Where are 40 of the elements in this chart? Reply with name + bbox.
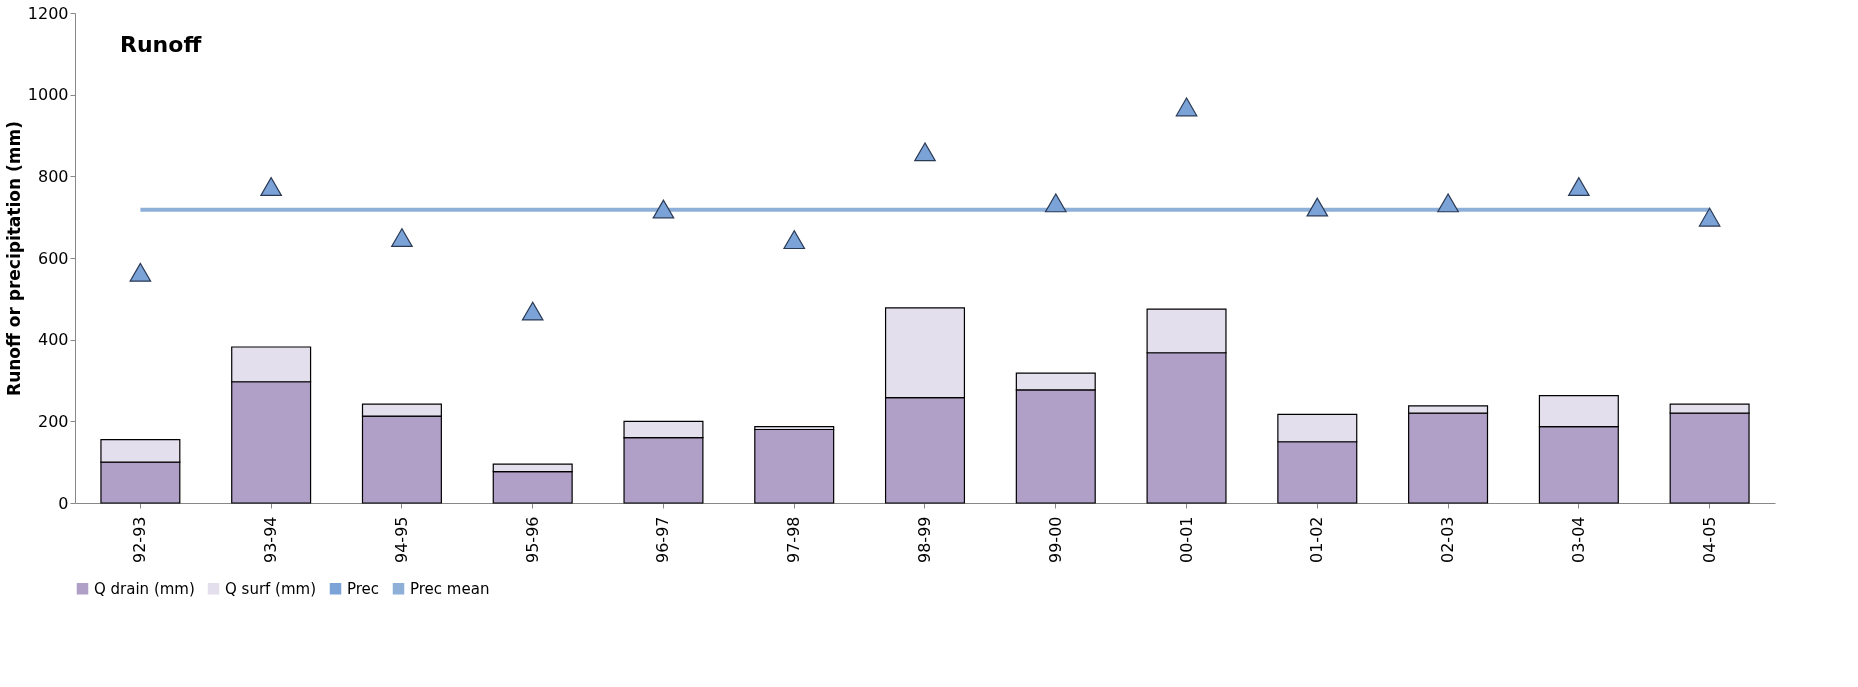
x-tick-label: 04-05 [1699,516,1719,563]
x-tick-label: 00-01 [1176,516,1196,563]
point [521,301,544,321]
legend-label: Prec mean [410,579,490,598]
bar [754,428,835,504]
y-tick-label: 600 [37,248,69,268]
x-tick-label: 97-98 [784,516,804,563]
point [1306,197,1329,217]
point [1437,193,1459,213]
legend-label: Q drain (mm) [94,579,195,598]
point [129,262,152,282]
point [391,228,413,248]
point [260,177,282,197]
point [1175,97,1198,117]
x-tick-label: 96-97 [653,516,673,563]
x-tick-label: 95-96 [522,516,542,563]
x-tick-label: 92-93 [130,516,150,563]
x-tick-label: 03-04 [1568,516,1588,563]
x-tick-label: 94-95 [391,516,411,563]
y-tick-label: 200 [37,411,69,431]
point [1698,207,1721,227]
x-tick-label: 99-00 [1045,516,1065,563]
x-tick-label: 98-99 [915,516,934,563]
point [652,199,675,219]
legend-label: Prec [347,579,380,598]
x-tick-label: 02-03 [1438,516,1458,563]
point [914,142,936,162]
y-tick-label: 1000 [27,85,69,105]
text: Runoff [120,32,203,57]
y-tick-label: 800 [37,166,69,186]
point [783,230,806,250]
x-tick-label: 93-94 [261,516,281,563]
y-tick-label: 0 [58,493,69,513]
legend-label: Q surf (mm) [225,579,317,598]
x-tick-label: 01-02 [1307,516,1327,563]
y-tick-label: 400 [37,330,69,350]
y-axis-title: Runoff or precipitation (mm) [3,121,24,396]
point [1568,177,1590,197]
y-tick-label: 1200 [27,3,69,23]
point [1044,193,1067,213]
